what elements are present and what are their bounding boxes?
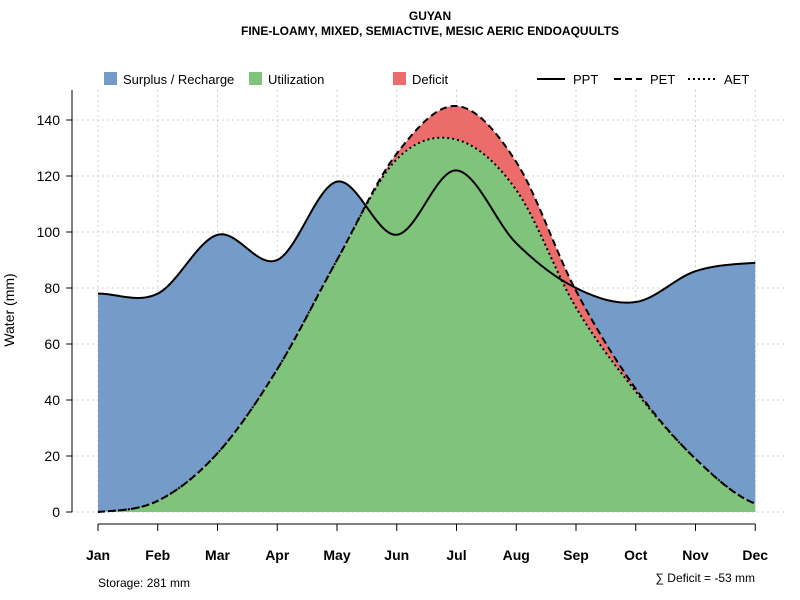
legend-label-surplus: Surplus / Recharge — [123, 72, 234, 87]
legend-label-aet: AET — [724, 72, 749, 87]
y-tick-label: 100 — [37, 224, 61, 240]
x-tick-label: Sep — [563, 547, 589, 563]
series-line-pet — [97, 104, 756, 513]
x-tick-label: Jun — [384, 547, 409, 563]
chart-subtitle: FINE-LOAMY, MIXED, SEMIACTIVE, MESIC AER… — [241, 24, 619, 38]
x-tick-label: May — [323, 547, 350, 563]
y-tick-label: 40 — [44, 392, 60, 408]
y-tick-label: 140 — [37, 112, 61, 128]
x-tick-label: Mar — [205, 547, 230, 563]
y-tick-label: 0 — [52, 504, 60, 520]
series-line-aet — [97, 136, 756, 513]
y-tick-label: 60 — [44, 336, 60, 352]
x-tick-label: Feb — [145, 547, 170, 563]
legend-swatch-surplus — [104, 72, 117, 85]
x-tick-label: Apr — [265, 547, 290, 563]
filled-areas — [98, 105, 756, 512]
y-tick-label: 80 — [44, 280, 60, 296]
legend-swatch-deficit — [393, 72, 406, 85]
x-tick-label: Jul — [446, 547, 466, 563]
series-lines — [97, 104, 756, 513]
axes: 0 20 40 60 80 100 120 140 Jan Feb Mar Apr May Jun Jul A… — [37, 90, 768, 563]
x-tick-label: Jan — [86, 547, 110, 563]
x-tick-label: Dec — [742, 547, 768, 563]
legend-label-ppt: PPT — [573, 72, 598, 87]
legend-label-utilization: Utilization — [268, 72, 324, 87]
deficit-annotation: ∑ Deficit = -53 mm — [655, 571, 755, 585]
chart-title: GUYAN — [409, 9, 451, 23]
x-tick-label: Oct — [624, 547, 648, 563]
y-tick-label: 20 — [44, 448, 60, 464]
y-tick-label: 120 — [37, 168, 61, 184]
x-tick-label: Nov — [682, 547, 709, 563]
legend-label-pet: PET — [650, 72, 675, 87]
storage-annotation: Storage: 281 mm — [98, 576, 190, 590]
y-axis-label: Water (mm) — [1, 273, 17, 346]
area-utilization — [98, 137, 756, 512]
legend-label-deficit: Deficit — [412, 72, 449, 87]
series-line-ppt — [97, 169, 756, 304]
x-tick-label: Aug — [503, 547, 530, 563]
legend-swatch-utilization — [249, 72, 262, 85]
area-surplus-recharge — [98, 170, 756, 512]
